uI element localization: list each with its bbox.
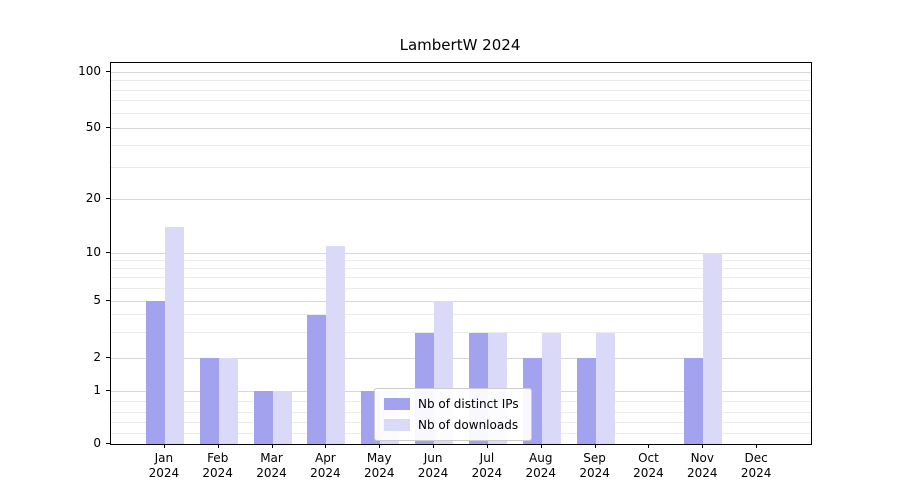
y-tick-mark <box>106 443 110 444</box>
x-tick-mark <box>379 444 381 448</box>
chart-title: LambertW 2024 <box>399 36 521 54</box>
x-tick-label: Jun 2024 <box>417 451 449 480</box>
minor-gridline <box>111 112 811 114</box>
minor-gridline <box>111 89 811 91</box>
bar-downloads <box>218 358 238 444</box>
bar-distinct-ips <box>199 358 219 444</box>
minor-gridline <box>111 287 811 289</box>
x-tick-mark <box>648 444 650 448</box>
bar-downloads <box>541 332 561 444</box>
minor-gridline <box>111 167 811 169</box>
x-tick-mark <box>756 444 758 448</box>
major-gridline <box>111 300 811 302</box>
x-tick-mark <box>433 444 435 448</box>
minor-gridline <box>111 277 811 279</box>
legend-label-distinct-ips: Nb of distinct IPs <box>418 397 519 411</box>
bar-distinct-ips <box>253 391 273 444</box>
minor-gridline <box>111 314 811 316</box>
bar-downloads <box>703 253 723 444</box>
x-tick-mark <box>163 444 165 448</box>
y-tick-mark <box>106 198 110 200</box>
y-tick-label: 10 <box>85 245 101 259</box>
x-tick-mark <box>217 444 219 448</box>
x-tick-mark <box>271 444 273 448</box>
y-tick-mark <box>106 300 110 301</box>
y-tick-label: 0 <box>93 436 101 450</box>
legend-item-distinct-ips: Nb of distinct IPs <box>384 397 519 411</box>
legend-swatch-distinct-ips <box>384 398 410 410</box>
y-tick-mark <box>106 127 110 129</box>
bar-distinct-ips <box>145 301 165 444</box>
major-gridline <box>111 198 811 200</box>
y-tick-mark <box>106 71 110 73</box>
x-tick-mark <box>325 444 327 448</box>
legend-item-downloads: Nb of downloads <box>384 418 519 432</box>
y-tick-label: 5 <box>93 293 101 307</box>
x-tick-label: Nov 2024 <box>687 451 718 480</box>
bar-downloads <box>326 245 346 444</box>
x-tick-label: Apr 2024 <box>310 451 341 480</box>
minor-gridline <box>111 332 811 334</box>
x-tick-mark <box>540 444 542 448</box>
bar-distinct-ips <box>307 314 327 444</box>
bar-downloads <box>272 391 292 444</box>
x-tick-label: Feb 2024 <box>202 451 233 480</box>
minor-gridline <box>111 100 811 102</box>
major-gridline <box>111 357 811 359</box>
bar-downloads <box>595 332 615 444</box>
y-tick-label: 100 <box>78 64 101 79</box>
bars-layer <box>111 63 811 444</box>
bar-distinct-ips <box>576 358 596 444</box>
y-tick-mark <box>106 390 110 392</box>
major-gridline <box>111 127 811 129</box>
minor-gridline <box>111 259 811 261</box>
plot-area: Nb of distinct IPs Nb of downloads <box>110 62 812 445</box>
minor-gridline <box>111 144 811 146</box>
y-tick-label: 2 <box>93 350 101 364</box>
x-tick-mark <box>702 444 704 448</box>
x-tick-label: Dec 2024 <box>740 451 772 480</box>
x-tick-label: Sep 2024 <box>579 451 610 480</box>
x-tick-label: May 2024 <box>363 451 395 480</box>
legend: Nb of distinct IPs Nb of downloads <box>374 388 532 441</box>
bar-distinct-ips <box>684 358 704 444</box>
x-tick-mark <box>594 444 596 448</box>
minor-gridline <box>111 267 811 269</box>
y-tick-label: 1 <box>93 383 101 398</box>
x-tick-mark <box>486 444 488 448</box>
x-tick-label: Jul 2024 <box>471 451 503 480</box>
x-tick-label: Aug 2024 <box>525 451 557 480</box>
major-gridline <box>111 71 811 73</box>
y-tick-label: 20 <box>85 191 101 206</box>
minor-gridline <box>111 80 811 82</box>
y-tick-mark <box>106 357 110 358</box>
bar-downloads <box>164 226 184 444</box>
legend-label-downloads: Nb of downloads <box>418 418 519 432</box>
x-tick-label: Jan 2024 <box>148 451 180 480</box>
y-tick-mark <box>106 252 110 253</box>
x-tick-label: Oct 2024 <box>633 451 664 480</box>
major-gridline <box>111 252 811 254</box>
legend-swatch-downloads <box>384 419 410 431</box>
y-tick-label: 50 <box>85 120 101 135</box>
x-tick-label: Mar 2024 <box>256 451 287 480</box>
